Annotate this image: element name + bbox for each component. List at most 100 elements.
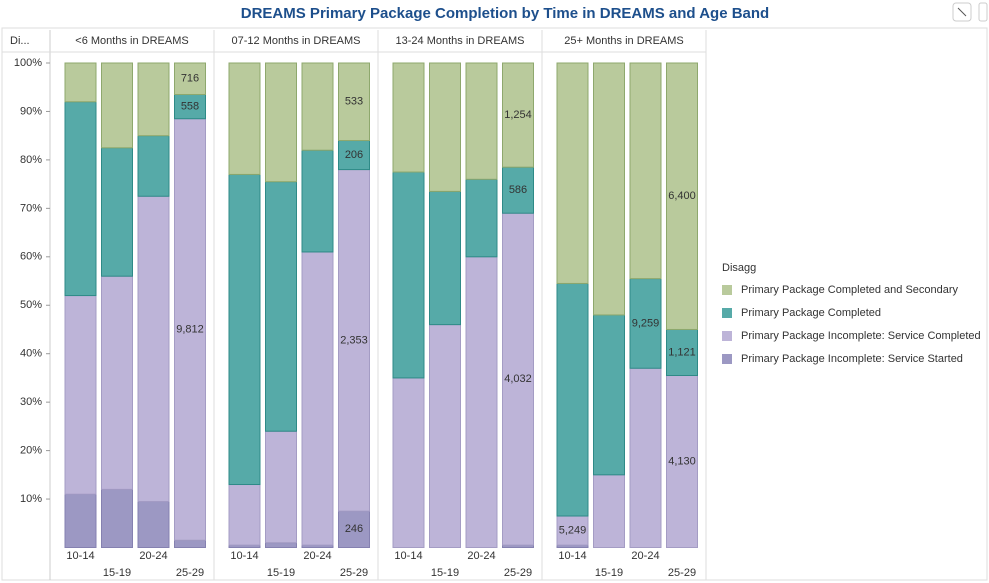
bar-segment: [465, 62, 498, 180]
bar-segment: [301, 62, 334, 151]
bar-segment: [429, 62, 461, 192]
bar-segment: [556, 62, 589, 284]
y-tick-label: 60%: [20, 251, 42, 263]
chart-title: DREAMS Primary Package Completion by Tim…: [241, 5, 769, 22]
bar-segment: [228, 484, 261, 546]
legend-swatch: [722, 308, 732, 318]
bar-segment: [392, 171, 425, 379]
bar-segment: [301, 251, 334, 546]
x-tick-label: 15-19: [103, 567, 131, 579]
legend-title: Disagg: [722, 262, 756, 274]
y-tick-label: 40%: [20, 348, 42, 360]
bar-segment: [64, 493, 97, 548]
x-tick-label: 25-29: [668, 567, 696, 579]
bar-segment: [174, 93, 206, 120]
bar-segment: [556, 515, 589, 546]
y-tick-label: 70%: [20, 202, 42, 214]
bar-segment: [429, 324, 461, 548]
bar-segment: [265, 62, 297, 183]
bar-segment: [556, 282, 589, 517]
data-label: 9,812: [176, 323, 204, 335]
data-label: 716: [181, 73, 199, 85]
bar-segment: [465, 178, 498, 258]
data-label: 4,130: [668, 455, 696, 467]
bar-segment: [265, 181, 297, 432]
y-tick-label: 80%: [20, 154, 42, 166]
legend-label: Primary Package Incomplete: Service Comp…: [741, 330, 981, 342]
data-label: 6,400: [668, 190, 696, 202]
bar-segment: [338, 140, 370, 171]
bar-segment: [593, 314, 625, 476]
bar-segment: [629, 278, 662, 369]
data-label: 533: [345, 96, 363, 108]
bar-segment: [137, 500, 170, 549]
data-label: 206: [345, 149, 363, 161]
data-label: 558: [181, 101, 199, 113]
bar-segment: [301, 149, 334, 253]
legend-label: Primary Package Incomplete: Service Star…: [741, 353, 963, 365]
x-tick-label: 15-19: [595, 567, 623, 579]
x-tick-label: 10-14: [66, 550, 94, 562]
bar-segment: [502, 62, 534, 168]
menu-button[interactable]: [978, 2, 988, 22]
bar-segment: [228, 62, 261, 175]
data-label: 2,353: [340, 334, 368, 346]
toolbar[interactable]: [952, 2, 988, 22]
bar-segment: [101, 488, 133, 548]
bar-segment: [137, 62, 170, 137]
data-label: 586: [509, 184, 527, 196]
legend-swatch: [722, 354, 732, 364]
bar-segment: [629, 62, 662, 280]
bar-segment: [101, 147, 133, 277]
bar-segment: [593, 474, 625, 549]
x-tick-label: 10-14: [558, 550, 586, 562]
bar-segment: [666, 328, 698, 377]
bar-segment: [392, 377, 425, 548]
bar-segment: [338, 62, 370, 142]
bar-segment: [64, 295, 97, 495]
x-tick-label: 10-14: [394, 550, 422, 562]
panel-header: <6 Months in DREAMS: [75, 35, 188, 47]
legend-swatch: [722, 285, 732, 295]
bar-segment: [265, 542, 297, 549]
bar-segment: [101, 275, 133, 490]
x-tick-label: 20-24: [631, 550, 659, 562]
data-label: 1,121: [668, 346, 696, 358]
bar-segment: [228, 173, 261, 486]
panel-header: 07-12 Months in DREAMS: [232, 35, 361, 47]
bar-segment: [392, 62, 425, 173]
bar-segment: [429, 190, 461, 326]
bar-segment: [174, 62, 206, 95]
bar-segment: [174, 539, 206, 548]
bar-segment: [137, 135, 170, 197]
x-tick-label: 20-24: [139, 550, 167, 562]
x-tick-label: 25-29: [176, 567, 204, 579]
bar-segment: [465, 256, 498, 548]
x-tick-label: 20-24: [303, 550, 331, 562]
panel-header: 25+ Months in DREAMS: [564, 35, 684, 47]
y-tick-label: 100%: [14, 57, 42, 69]
bar-segment: [174, 118, 206, 541]
y-tick-label: 20%: [20, 445, 42, 457]
x-tick-label: 25-29: [340, 567, 368, 579]
bar-segment: [502, 212, 534, 546]
data-label: 5,249: [559, 524, 587, 536]
facet-header: Di...: [10, 35, 30, 47]
x-tick-label: 15-19: [431, 567, 459, 579]
x-tick-label: 15-19: [267, 567, 295, 579]
bar-segment: [101, 62, 133, 149]
bar-segment: [265, 430, 297, 544]
x-tick-label: 20-24: [467, 550, 495, 562]
bar-segment: [64, 101, 97, 297]
collapse-icon: [957, 7, 967, 17]
legend-label: Primary Package Completed: [741, 307, 881, 319]
bar-segment: [666, 62, 698, 330]
y-tick-label: 30%: [20, 396, 42, 408]
y-tick-label: 50%: [20, 299, 42, 311]
bar-segment: [629, 367, 662, 548]
bar-segment: [666, 375, 698, 548]
bar-segment: [338, 510, 370, 549]
bar-segment: [137, 195, 170, 502]
bar-segment: [64, 62, 97, 103]
y-tick-label: 90%: [20, 105, 42, 117]
